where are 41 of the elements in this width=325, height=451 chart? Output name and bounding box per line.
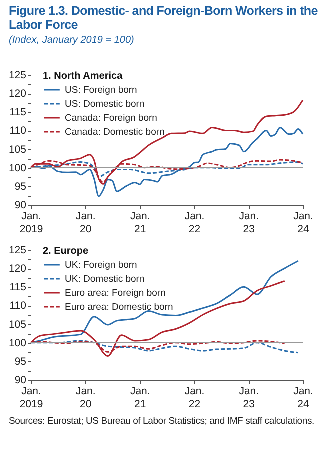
x-tick-label: Jan. 2019: [20, 210, 44, 236]
y-tick-label: 110: [10, 125, 27, 138]
legend-label: UK: Foreign born: [65, 260, 138, 271]
x-tick-label: Jan. 20: [76, 386, 96, 410]
y-tick-label: 105: [8, 144, 27, 156]
chart-title: 1. North America: [43, 71, 124, 82]
x-tick-label: Jan. 24: [294, 210, 314, 236]
y-tick-label: 115: [10, 106, 27, 119]
y-tick-label: 90: [14, 200, 27, 212]
x-tick-label: Jan. 24: [294, 386, 314, 410]
y-tick-label: 100: [8, 162, 27, 174]
y-tick-label: 95: [14, 356, 27, 368]
y-tick-label: 105: [8, 318, 27, 331]
caption: Figure 1.3. Domestic- and Foreign-Born Workers in the Labor Force: [9, 4, 319, 32]
x-tick-label: Jan. 2019: [20, 386, 44, 410]
legend-label: US: Domestic born: [65, 99, 145, 110]
chart-title: 2. Europe: [43, 246, 90, 257]
legend-label: UK: Domestic born: [65, 274, 145, 285]
text: (Index, January 2019 = 100): [9, 35, 136, 46]
y-tick-label: 115: [10, 282, 27, 294]
y-tick-label: 120: [8, 88, 27, 100]
x-tick-label: Jan. 23: [239, 386, 260, 410]
x-tick-label: Jan. 23: [239, 210, 260, 236]
legend-label: US: Foreign born: [65, 85, 138, 96]
x-tick-label: Jan. 22: [184, 210, 205, 236]
x-tick-label: Jan. 21: [130, 386, 150, 410]
y-tick-label: 95: [14, 180, 27, 193]
y-tick-label: 125: [8, 244, 27, 256]
y-tick-label: 100: [8, 337, 27, 350]
x-tick-label: Jan. 22: [184, 386, 205, 410]
legend-label: Canada: Foreign born: [65, 113, 158, 124]
legend-label: Canada: Domestic born: [65, 127, 165, 138]
y-tick-label: 125: [8, 70, 27, 82]
y-tick-label: 120: [8, 263, 27, 276]
x-tick-label: Jan. 20: [76, 210, 96, 236]
y-tick-label: 110: [10, 300, 27, 312]
x-tick-label: Jan. 21: [130, 210, 150, 236]
legend-label: Euro area: Domestic born: [65, 302, 174, 313]
source-note: Sources: Eurostat; US Bureau of Labor Statistics; and IMF staff calculations.: [9, 416, 316, 428]
y-tick-label: 90: [14, 374, 27, 386]
legend-label: Euro area: Foreign born: [65, 288, 166, 299]
